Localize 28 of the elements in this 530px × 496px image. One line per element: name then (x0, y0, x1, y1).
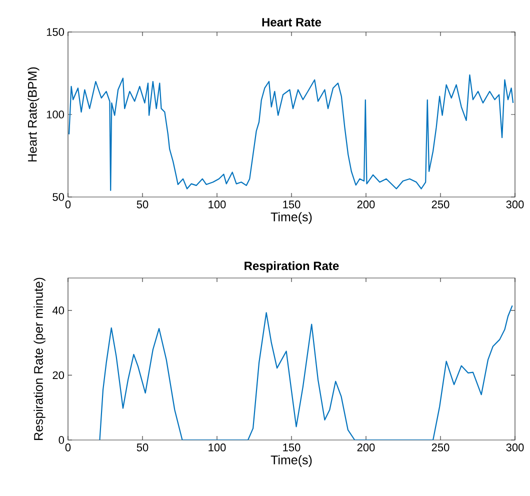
y-tick-label: 150 (46, 28, 64, 36)
x-tick-label: 50 (136, 444, 148, 452)
x-axis-title: Time(s) (270, 455, 312, 467)
x-tick-label: 300 (506, 444, 524, 452)
x-tick-label: 50 (136, 200, 148, 208)
y-axis-title: Respiration Rate (per minute) (34, 278, 46, 440)
x-tick-label: 200 (357, 200, 375, 208)
line-series (68, 74, 514, 191)
x-tick-label: 0 (65, 200, 71, 208)
chart-title: Respiration Rate (244, 261, 339, 272)
x-tick-label: 100 (208, 444, 226, 452)
x-tick-label: 150 (283, 200, 300, 208)
x-tick-label: 100 (208, 200, 226, 208)
x-tick-label: 250 (432, 444, 450, 452)
x-tick-label: 300 (506, 200, 524, 208)
y-tick-label: 50 (52, 193, 64, 201)
x-tick-label: 0 (65, 444, 71, 452)
y-tick-label: 100 (46, 110, 64, 118)
x-tick-label: 250 (432, 200, 450, 208)
y-tick-label: 0 (58, 436, 64, 444)
y-tick-label: 40 (52, 306, 64, 314)
x-tick-label: 150 (283, 444, 300, 452)
chart-title: Heart Rate (262, 18, 322, 26)
y-axis-title: Heart Rate(BPM) (28, 67, 40, 162)
x-axis-title: Time(s) (270, 212, 312, 224)
y-tick-label: 20 (52, 371, 64, 380)
x-tick-label: 200 (357, 444, 375, 452)
line-series (99, 304, 513, 440)
